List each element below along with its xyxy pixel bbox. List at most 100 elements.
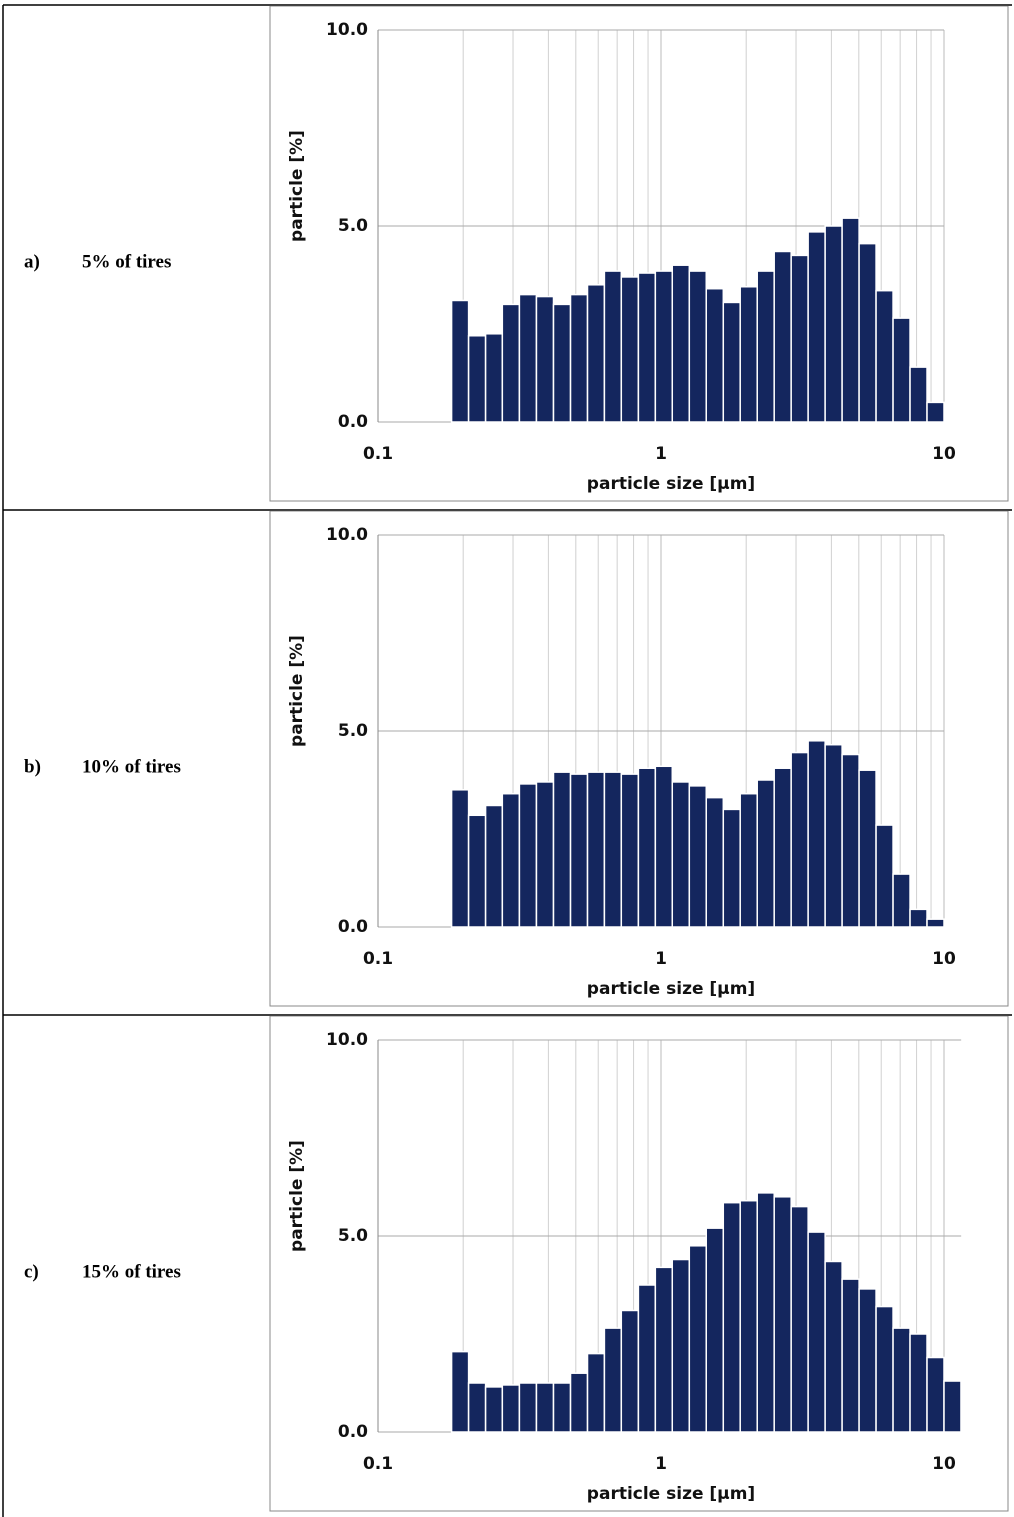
bar — [671, 1258, 691, 1433]
bar — [773, 250, 792, 423]
x-axis-label: particle size [µm] — [587, 979, 755, 999]
bar — [858, 1288, 877, 1433]
bar — [586, 1352, 606, 1433]
bar — [756, 1192, 775, 1433]
bar — [858, 242, 877, 423]
y-axis-label: particle [%] — [287, 635, 307, 747]
bar — [807, 1231, 826, 1433]
y-axis-label: particle [%] — [287, 1140, 307, 1252]
row-label: a) — [24, 251, 40, 272]
bar — [875, 1305, 894, 1433]
y-tick-label: 5.0 — [338, 216, 368, 236]
y-tick-label: 0.0 — [338, 412, 368, 432]
bar — [654, 1266, 674, 1433]
bar — [705, 796, 725, 928]
bar — [467, 335, 487, 423]
bar — [569, 293, 589, 423]
bar — [807, 740, 826, 928]
bar — [467, 814, 487, 928]
x-tick-label: 10 — [932, 444, 956, 464]
y-tick-label: 5.0 — [338, 721, 368, 741]
y-tick-label: 10.0 — [326, 20, 368, 40]
bar — [773, 1196, 792, 1433]
chart-frame — [269, 510, 1009, 1007]
bar — [518, 783, 538, 928]
bar — [586, 771, 606, 928]
bar — [909, 908, 928, 928]
bar — [688, 785, 707, 928]
table-lines — [2, 4, 1012, 1517]
bar — [501, 1384, 521, 1433]
y-tick-label: 10.0 — [326, 525, 368, 545]
bar — [535, 1382, 555, 1433]
bar — [569, 1372, 589, 1433]
y-tick-label: 5.0 — [338, 1226, 368, 1246]
bar — [739, 1199, 758, 1433]
y-tick-label: 0.0 — [338, 917, 368, 937]
row-label: c) — [24, 1261, 39, 1282]
bar — [722, 301, 741, 423]
bar — [756, 779, 775, 928]
bar — [841, 1278, 860, 1433]
bar — [586, 284, 606, 423]
bar — [858, 769, 877, 928]
row-caption: 15% of tires — [82, 1261, 181, 1282]
bar — [841, 217, 860, 423]
x-tick-label: 0.1 — [363, 949, 393, 969]
chart-frame — [269, 1015, 1009, 1512]
bar — [909, 1333, 928, 1433]
bar — [671, 781, 691, 928]
bar — [620, 276, 640, 423]
y-tick-label: 0.0 — [338, 1422, 368, 1442]
bar — [790, 751, 809, 928]
bar — [705, 1227, 725, 1433]
bar — [654, 270, 674, 423]
bar — [926, 1356, 945, 1433]
bar — [450, 1350, 470, 1433]
bar — [671, 264, 691, 423]
bar — [722, 808, 741, 928]
x-tick-label: 1 — [655, 444, 667, 464]
bar — [450, 299, 470, 423]
x-axis-label: particle size [µm] — [587, 1484, 755, 1504]
bar — [637, 1284, 657, 1433]
bar — [552, 1382, 572, 1433]
y-tick-label: 10.0 — [326, 1030, 368, 1050]
x-tick-label: 0.1 — [363, 1454, 393, 1474]
bar — [518, 1382, 538, 1433]
bar — [841, 753, 860, 928]
bar — [943, 1380, 962, 1433]
bar — [620, 773, 640, 928]
bar — [688, 270, 707, 423]
bar — [926, 918, 945, 928]
bar — [773, 767, 792, 928]
bar — [501, 303, 521, 423]
bar — [603, 1327, 623, 1433]
bar — [654, 765, 674, 928]
bar — [926, 401, 945, 423]
bar — [552, 771, 572, 928]
row-caption: 10% of tires — [82, 756, 181, 777]
row-label: b) — [24, 756, 41, 777]
bar — [501, 792, 521, 928]
bar — [875, 289, 894, 423]
bar — [909, 366, 928, 423]
bar — [824, 225, 843, 423]
bar — [637, 272, 657, 423]
x-tick-label: 0.1 — [363, 444, 393, 464]
bar — [518, 293, 538, 423]
bar — [875, 824, 894, 928]
bar — [892, 317, 911, 423]
bar — [739, 792, 758, 928]
x-axis-label: particle size [µm] — [587, 474, 755, 494]
bar — [739, 286, 758, 423]
bar — [705, 287, 725, 423]
bar — [484, 1386, 504, 1433]
bar — [620, 1309, 640, 1433]
bar — [756, 270, 775, 423]
bar — [688, 1245, 707, 1433]
bar — [603, 771, 623, 928]
bar — [603, 270, 623, 423]
bar — [790, 1205, 809, 1433]
